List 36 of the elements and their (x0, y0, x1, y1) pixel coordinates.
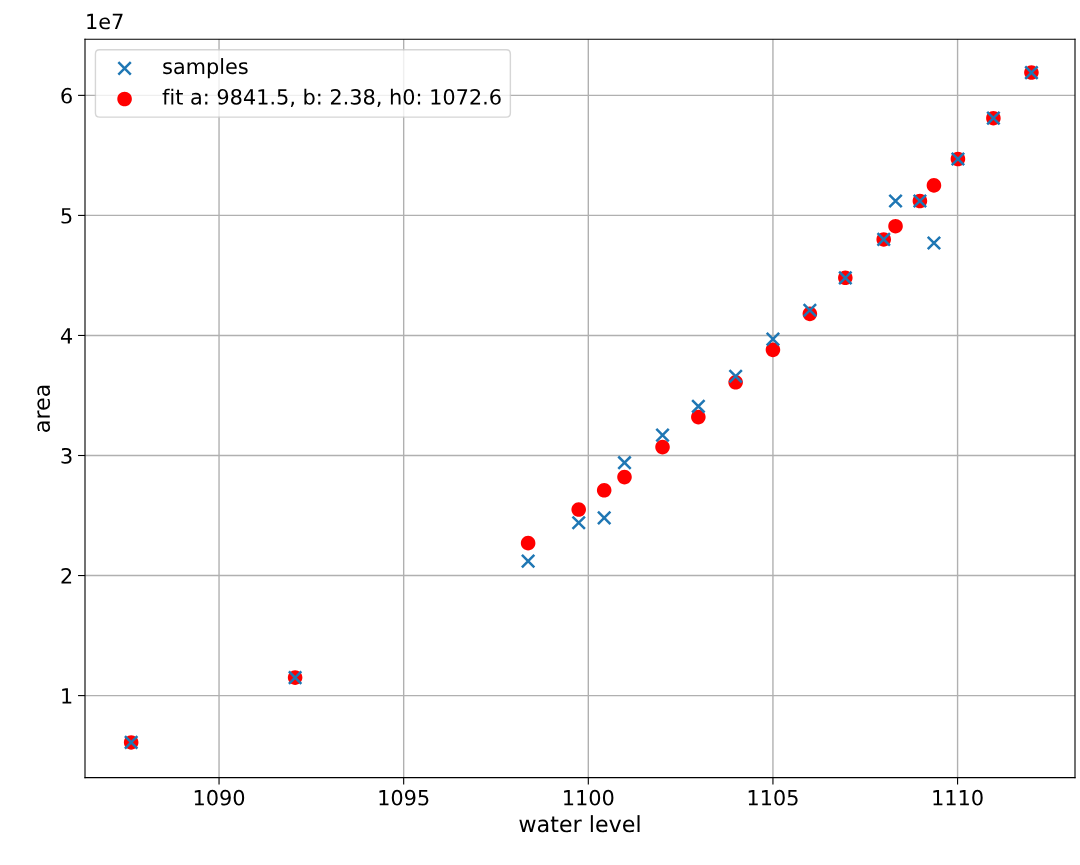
x-tick-label: 1090 (194, 789, 245, 806)
x-tick-label: 1095 (379, 789, 429, 806)
point (888, 218, 903, 234)
point (802, 302, 818, 318)
x-tick-label: 1110 (933, 789, 983, 806)
y-tick-label: 5 (61, 208, 72, 224)
y-tick-label: 2 (61, 568, 72, 584)
y-tick-label: 1 (62, 688, 72, 704)
legend-label: fit a: 9841.5, b: 2.38, h0: 1072.6 (162, 88, 501, 107)
point (655, 439, 670, 455)
point (520, 535, 536, 551)
point (926, 178, 942, 193)
point (728, 368, 744, 384)
text: 1e7 (87, 13, 123, 30)
x-axis-title: water level (519, 815, 640, 833)
point (571, 515, 587, 531)
point (765, 342, 781, 358)
point (888, 193, 903, 209)
y-tick-label: 4 (60, 328, 73, 344)
point (655, 427, 670, 443)
point (765, 331, 781, 347)
point (617, 455, 632, 471)
point (596, 510, 612, 526)
point (690, 398, 706, 414)
legend-label: samples (163, 58, 248, 79)
point (571, 502, 586, 517)
point (691, 409, 706, 425)
point (617, 469, 632, 485)
point (520, 553, 536, 569)
point (596, 483, 612, 498)
y-axis-title: area (37, 385, 51, 432)
point (926, 235, 942, 251)
y-tick-label: 3 (61, 447, 72, 464)
y-tick-label: 6 (61, 87, 72, 104)
x-tick-label: 1100 (564, 789, 614, 806)
x-tick-label: 1105 (748, 789, 798, 806)
